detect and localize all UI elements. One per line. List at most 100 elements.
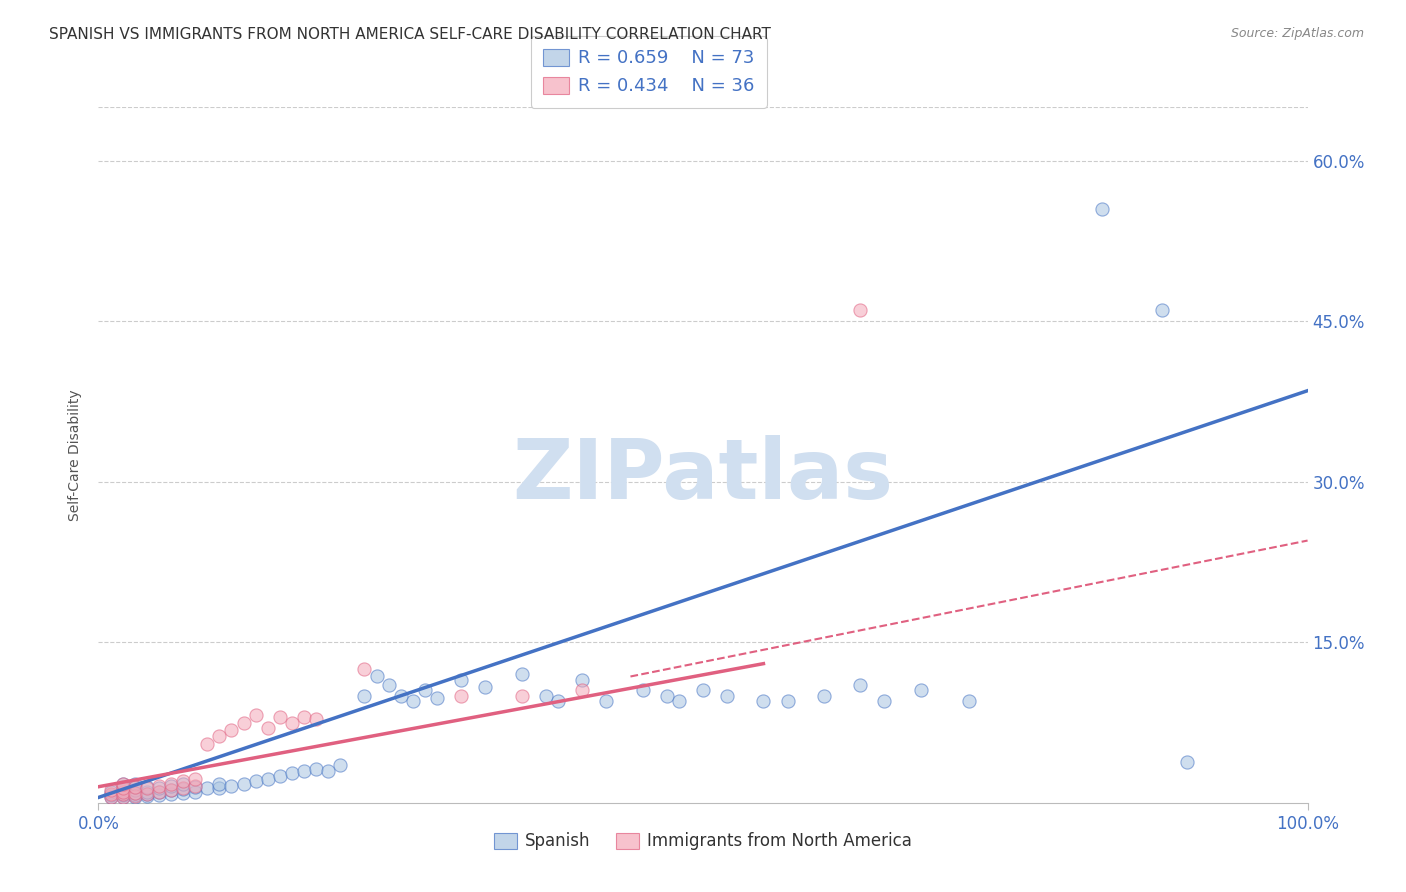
Point [160, 779, 183, 793]
Point [124, 783, 146, 797]
Point [426, 690, 449, 705]
Point [353, 662, 375, 676]
Point [135, 785, 157, 799]
Point [269, 710, 291, 724]
Point [776, 694, 799, 708]
Point [510, 667, 533, 681]
Point [111, 790, 134, 805]
Point [208, 776, 231, 790]
Point [124, 789, 146, 803]
Point [195, 780, 218, 795]
Point [316, 764, 339, 778]
Point [292, 764, 315, 778]
Point [184, 772, 207, 787]
Point [208, 730, 231, 744]
Point [100, 783, 122, 797]
Point [100, 789, 122, 803]
Point [305, 762, 328, 776]
Point [668, 694, 690, 708]
Point [124, 786, 146, 800]
Point [100, 790, 122, 805]
Point [184, 780, 207, 794]
Point [100, 787, 122, 801]
Point [389, 689, 412, 703]
Point [148, 785, 170, 799]
Point [474, 680, 496, 694]
Point [631, 683, 654, 698]
Point [910, 683, 932, 698]
Point [124, 789, 146, 804]
Point [232, 715, 254, 730]
Point [849, 303, 872, 318]
Point [873, 694, 896, 708]
Point [957, 694, 980, 708]
Point [752, 694, 775, 708]
Point [172, 776, 194, 790]
Point [366, 669, 388, 683]
Point [172, 780, 194, 795]
Point [148, 779, 170, 793]
Point [135, 780, 157, 794]
Point [413, 683, 436, 698]
Point [111, 787, 134, 801]
Point [111, 789, 134, 803]
Point [135, 787, 157, 801]
Point [256, 721, 278, 735]
Point [402, 694, 425, 708]
Point [305, 712, 328, 726]
Point [450, 673, 472, 687]
Point [1091, 202, 1114, 216]
Point [269, 769, 291, 783]
Point [281, 715, 304, 730]
Point [813, 689, 835, 703]
Point [100, 790, 122, 805]
Point [595, 694, 617, 708]
Point [148, 780, 170, 795]
Point [221, 779, 243, 793]
Point [329, 758, 352, 772]
Point [111, 785, 134, 799]
Point [160, 783, 183, 797]
Point [100, 785, 122, 799]
Point [1175, 755, 1198, 769]
Text: ZIPatlas: ZIPatlas [513, 435, 893, 516]
Point [377, 678, 399, 692]
Point [160, 787, 183, 801]
Point [124, 786, 146, 800]
Point [111, 780, 134, 794]
Point [655, 689, 678, 703]
Point [547, 694, 569, 708]
Point [172, 774, 194, 789]
Point [510, 689, 533, 703]
Point [111, 787, 134, 801]
Point [245, 774, 267, 789]
Point [534, 689, 557, 703]
Point [208, 780, 231, 795]
Point [111, 776, 134, 790]
Point [221, 723, 243, 737]
Point [124, 780, 146, 794]
Point [172, 781, 194, 796]
Point [692, 683, 714, 698]
Point [135, 780, 157, 795]
Point [184, 785, 207, 799]
Point [111, 780, 134, 795]
Point [124, 776, 146, 790]
Point [135, 787, 157, 801]
Point [148, 785, 170, 799]
Point [148, 789, 170, 803]
Point [160, 783, 183, 797]
Point [195, 737, 218, 751]
Point [111, 790, 134, 805]
Point [849, 678, 872, 692]
Point [292, 710, 315, 724]
Point [1152, 303, 1174, 318]
Point [184, 779, 207, 793]
Point [135, 789, 157, 804]
Point [124, 780, 146, 794]
Text: Source: ZipAtlas.com: Source: ZipAtlas.com [1230, 27, 1364, 40]
Point [256, 772, 278, 787]
Legend: Spanish, Immigrants from North America: Spanish, Immigrants from North America [486, 826, 920, 857]
Point [160, 776, 183, 790]
Point [353, 689, 375, 703]
